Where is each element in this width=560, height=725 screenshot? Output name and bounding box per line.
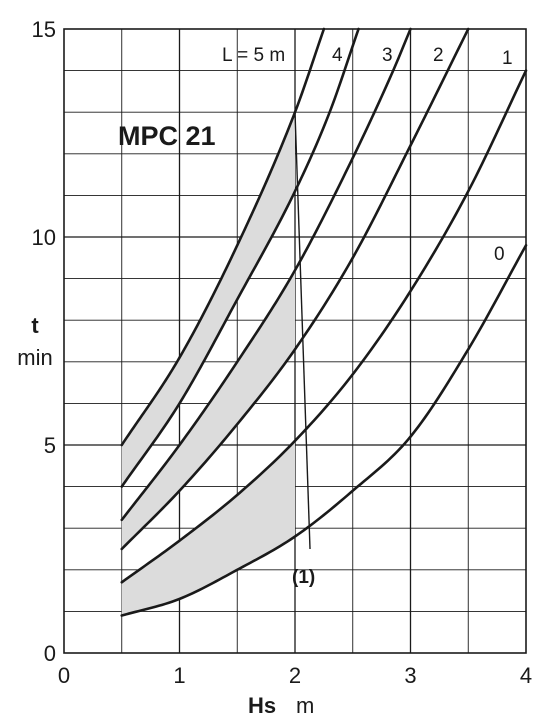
plot-frame [63,28,527,654]
annotation-label: (1) [292,567,315,588]
series-label-2: 2 [433,45,444,66]
shaded-regions [121,112,295,616]
curves [120,27,528,617]
series-line [120,27,360,488]
y-tick-labels: 0 5 10 15 [32,17,56,666]
series-line [120,69,528,584]
x-tick-label: 1 [173,663,185,688]
annotation-line [294,112,311,550]
y-tick-label: 10 [32,225,56,250]
x-tick-label: 4 [520,663,532,688]
series-label-L5: L = 5 m [222,45,285,66]
y-tick-label: 15 [32,17,56,42]
series-line [120,244,528,617]
x-tick-labels: 0 1 2 3 4 [58,663,532,688]
chart-title: MPC 21 [118,121,216,151]
series-label-3: 3 [382,45,393,66]
series-line [120,27,412,522]
series-label-4: 4 [332,45,343,66]
series-label-1: 1 [502,48,513,69]
x-tick-label: 0 [58,663,70,688]
y-axis-unit: min [17,345,52,370]
y-tick-label: 5 [44,433,56,458]
x-tick-label: 3 [404,663,416,688]
series-label-0: 0 [494,244,505,265]
series-line [120,27,326,447]
x-axis-label: Hs [248,693,276,718]
y-axis-label: t [31,313,39,338]
x-tick-label: 2 [289,663,301,688]
y-tick-label: 0 [44,641,56,666]
x-axis-unit: m [296,693,314,718]
shaded-band [121,440,295,616]
series-line [120,27,470,551]
shaded-band [121,112,295,487]
shaded-band [121,270,295,549]
annotation-leader [294,112,311,550]
